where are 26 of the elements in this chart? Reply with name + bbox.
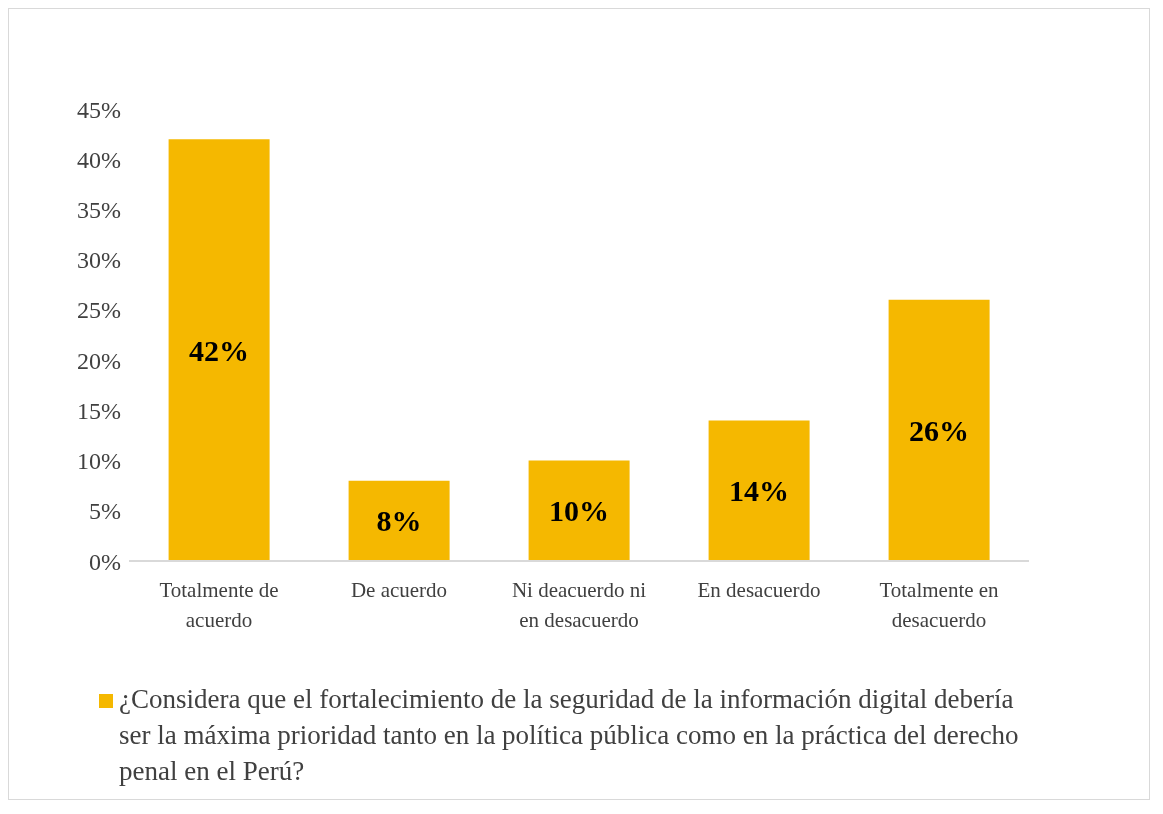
data-label: 14% bbox=[729, 474, 790, 508]
bar bbox=[348, 480, 450, 561]
bar bbox=[708, 420, 810, 561]
x-tick-label: De acuerdo bbox=[350, 578, 448, 602]
y-tick-label: 10% bbox=[77, 448, 121, 475]
y-tick-label: 35% bbox=[77, 196, 121, 223]
data-label: 26% bbox=[909, 413, 970, 447]
x-tick-label: En desacuerdo bbox=[697, 578, 821, 602]
x-tick-label: Totalmente de acuerdo bbox=[159, 578, 279, 632]
data-label: 8% bbox=[376, 504, 422, 538]
y-tick-label: 30% bbox=[77, 247, 121, 274]
x-tick-label: Totalmente en desacuerdo bbox=[879, 578, 1000, 632]
bar bbox=[168, 139, 270, 561]
y-tick-label: 15% bbox=[77, 397, 121, 424]
y-tick-label: 45% bbox=[77, 96, 121, 123]
bar bbox=[888, 299, 990, 561]
y-tick-label: 25% bbox=[77, 297, 121, 324]
x-tick-label: Ni deacuerdo ni en desacuerdo bbox=[511, 578, 647, 632]
y-tick-label: 40% bbox=[77, 146, 121, 173]
legend-label: ¿Considera que el fortalecimiento de la seguridad de la información digital debería ser la máxima prioridad tanto en la política pública como en la práctica del derecho penal en el Perú? bbox=[119, 683, 1020, 788]
bar bbox=[528, 460, 630, 561]
y-tick-label: 0% bbox=[89, 548, 121, 575]
data-label: 10% bbox=[549, 494, 610, 528]
data-label: 42% bbox=[189, 333, 250, 367]
y-tick-label: 5% bbox=[89, 498, 121, 525]
y-tick-label: 20% bbox=[77, 347, 121, 374]
